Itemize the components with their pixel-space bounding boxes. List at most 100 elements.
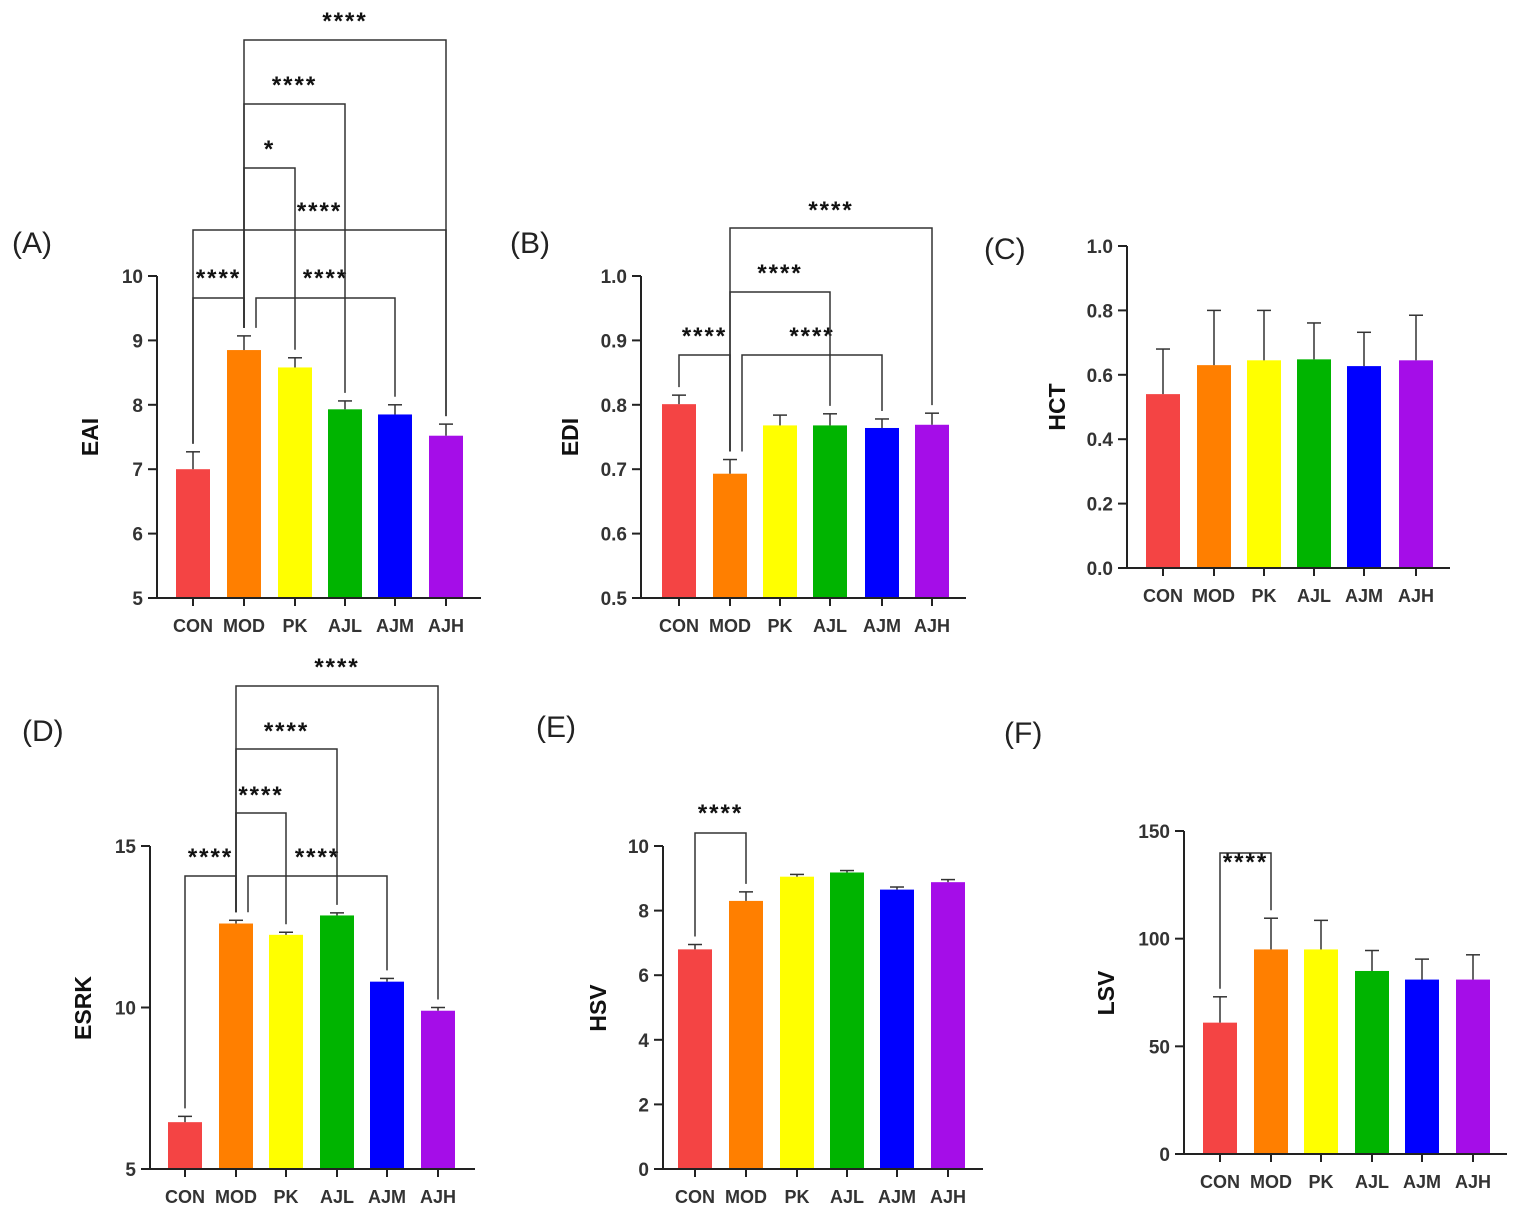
x-tick-label: CON [165, 1187, 205, 1207]
bar-mod [1254, 949, 1288, 1154]
bar-ajl [320, 915, 354, 1169]
y-tick-label: 0.6 [1087, 366, 1113, 387]
bar-ajh [931, 882, 965, 1169]
significance-label: **** [314, 654, 359, 681]
chart-panel-e: (E) HSV CON MOD PK AJL AJM AJH 0 2 4 6 8 10 **** [536, 711, 983, 1207]
x-tick-label: MOD [215, 1187, 257, 1207]
y-tick-label: 0 [638, 1160, 649, 1181]
bar-ajl [813, 425, 847, 598]
chart-panel-b: (B) EDI CON MOD PK AJL AJM AJH 0.5 0.6 0.7 0.8 0.9 1.… [510, 197, 966, 636]
x-tick-label: AJL [320, 1187, 354, 1207]
bar-con [1146, 394, 1180, 568]
significance-bracket [729, 227, 933, 452]
x-tick-label: AJL [328, 616, 362, 636]
bar-con [168, 1122, 202, 1169]
panel-label: (B) [510, 227, 550, 260]
y-tick-label: 0.6 [601, 525, 627, 546]
y-tick-label: 0.2 [1087, 495, 1113, 516]
bar-pk [763, 425, 797, 598]
x-tick-label: MOD [223, 616, 265, 636]
y-tick-label: 0 [1159, 1145, 1170, 1166]
x-tick-label: AJM [1403, 1172, 1441, 1192]
y-tick-label: 8 [132, 396, 143, 417]
significance-bracket [694, 832, 747, 937]
bar-pk [269, 934, 303, 1169]
significance-label: **** [238, 782, 283, 809]
y-tick-label: 8 [638, 902, 649, 923]
significance-label: * [264, 136, 275, 163]
panel-label: (E) [536, 711, 576, 744]
x-tick-label: PK [282, 616, 307, 636]
chart-panel-c: (C) HCT CON MOD PK AJL AJM AJH 0.0 0.2 0.4 0.6 0.8 1.… [984, 233, 1450, 606]
significance-label: **** [757, 260, 802, 287]
significance-bracket [235, 812, 287, 925]
significance-label: **** [188, 844, 233, 871]
bar-mod [219, 923, 253, 1169]
bar-mod [1197, 365, 1231, 568]
significance-bracket [235, 685, 439, 1000]
bar-ajh [421, 1010, 455, 1169]
y-tick-label: 15 [115, 837, 137, 858]
bar-ajh [429, 435, 463, 598]
panel-label: (D) [22, 715, 64, 748]
y-axis-label: HSV [585, 984, 611, 1032]
significance-label: **** [808, 197, 853, 224]
bar-ajh [1456, 979, 1490, 1154]
x-tick-label: AJM [878, 1187, 916, 1207]
bar-mod [729, 900, 763, 1169]
y-axis-label: HCT [1044, 383, 1070, 430]
x-tick-label: MOD [1250, 1172, 1292, 1192]
y-tick-label: 4 [638, 1031, 649, 1052]
bar-ajh [915, 424, 949, 598]
y-axis-label: ESRK [70, 976, 96, 1040]
chart-panel-f: (F) LSV CON MOD PK AJL AJM AJH 0 50 100 150 **** [1004, 717, 1507, 1192]
bar-con [176, 469, 210, 598]
x-tick-label: CON [675, 1187, 715, 1207]
y-tick-label: 0.4 [1087, 430, 1114, 451]
x-tick-label: AJH [1398, 586, 1434, 606]
significance-label: **** [1223, 849, 1268, 876]
significance-bracket [243, 39, 447, 417]
bar-ajm [1347, 366, 1381, 568]
significance-bracket [255, 297, 396, 397]
significance-label: **** [682, 323, 727, 350]
bar-con [678, 949, 712, 1169]
significance-label: **** [295, 844, 340, 871]
x-tick-label: CON [1200, 1172, 1240, 1192]
x-tick-label: AJH [914, 616, 950, 636]
y-tick-label: 0.8 [601, 396, 627, 417]
significance-label: **** [297, 198, 342, 225]
panel-label: (C) [984, 233, 1026, 266]
bar-ajl [328, 409, 362, 598]
y-tick-label: 10 [122, 267, 143, 288]
bar-pk [1247, 360, 1281, 568]
significance-bracket [243, 167, 296, 350]
y-tick-label: 100 [1138, 930, 1170, 951]
y-tick-label: 10 [115, 999, 136, 1020]
y-axis-label: LSV [1093, 970, 1119, 1015]
x-tick-label: AJM [863, 616, 901, 636]
y-tick-label: 0.7 [601, 460, 627, 481]
y-axis-label: EDI [557, 418, 583, 456]
bar-ajl [830, 872, 864, 1169]
bar-pk [1304, 949, 1338, 1154]
x-tick-label: AJL [1355, 1172, 1389, 1192]
y-tick-label: 150 [1138, 822, 1170, 843]
significance-label: **** [698, 800, 743, 827]
bar-con [662, 404, 696, 598]
x-tick-label: PK [1308, 1172, 1333, 1192]
y-tick-label: 50 [1149, 1037, 1170, 1058]
y-tick-label: 0.5 [601, 589, 628, 610]
significance-label: **** [789, 323, 834, 350]
x-tick-label: PK [273, 1187, 298, 1207]
x-tick-label: AJM [1345, 586, 1383, 606]
bar-ajm [865, 427, 899, 598]
x-tick-label: AJL [1297, 586, 1331, 606]
y-tick-label: 9 [132, 331, 143, 352]
x-tick-label: MOD [1193, 586, 1235, 606]
x-tick-label: AJM [376, 616, 414, 636]
y-tick-label: 7 [132, 460, 143, 481]
significance-bracket [247, 875, 388, 971]
bar-ajm [370, 981, 404, 1169]
